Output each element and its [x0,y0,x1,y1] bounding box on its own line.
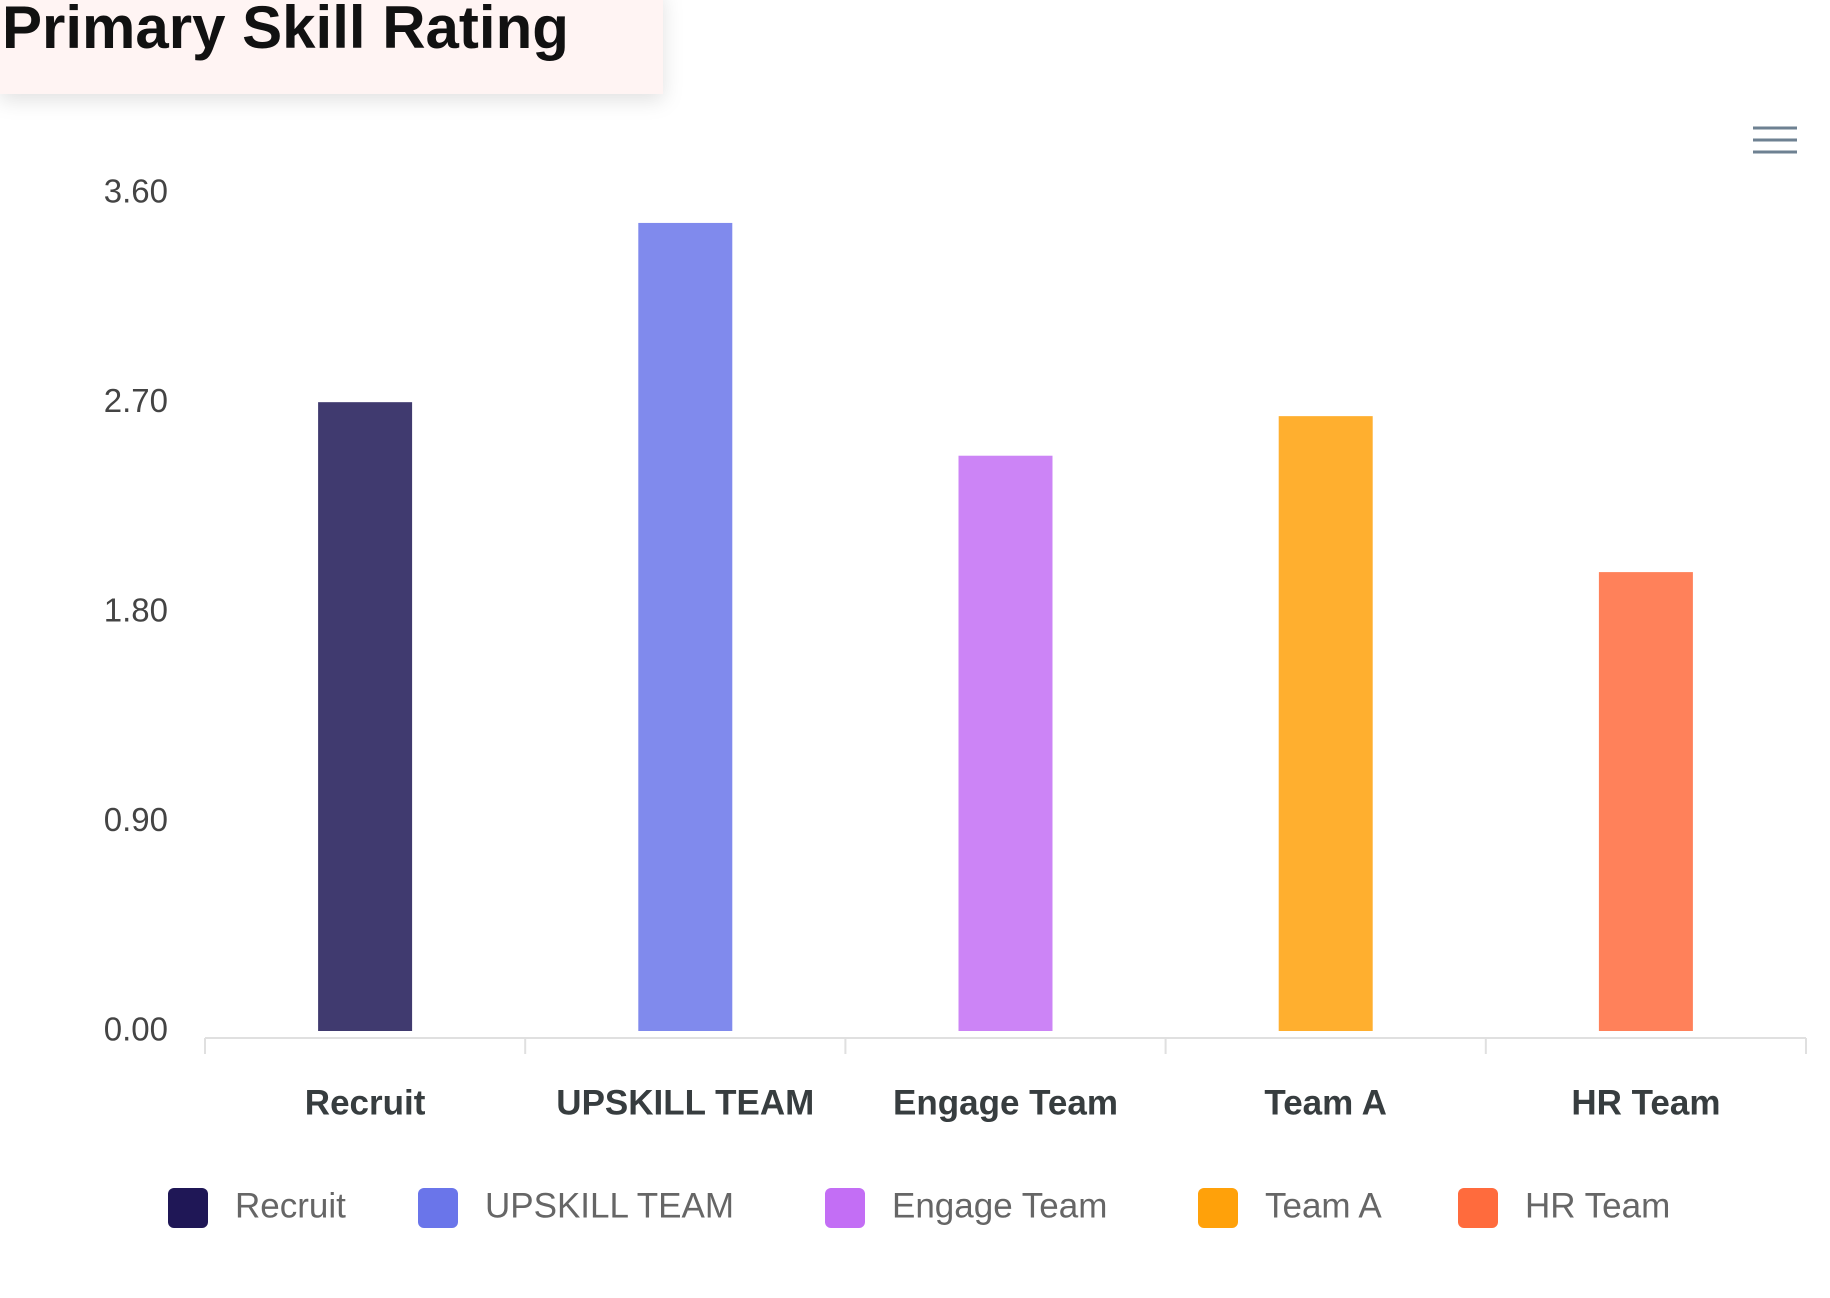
y-tick-label: 2.70 [104,382,168,419]
y-tick-label: 0.90 [104,801,168,838]
bar [636,220,735,1033]
x-tick-label: HR Team [1571,1083,1720,1122]
bar [316,400,415,1033]
bar [1276,414,1375,1033]
bar [956,453,1055,1033]
y-tick-label: 0.00 [104,1011,168,1048]
x-tick-label: Recruit [305,1083,426,1122]
legend-label: UPSKILL TEAM [485,1186,734,1225]
title-box [0,0,663,94]
legend-label: Engage Team [892,1186,1107,1225]
x-tick-label: UPSKILL TEAM [556,1083,814,1122]
x-tick-label: Engage Team [893,1083,1118,1122]
bar [1596,570,1695,1033]
chart-title: Primary Skill Rating [2,0,569,61]
menu-button[interactable] [1745,118,1805,162]
legend-marker [1198,1188,1238,1228]
legend-marker [418,1188,458,1228]
legend-label: Recruit [235,1186,346,1225]
legend-marker [1458,1188,1498,1228]
legend-label: Team A [1265,1186,1382,1225]
legend-marker [168,1188,208,1228]
y-tick-label: 3.60 [104,173,168,210]
legend-label: HR Team [1525,1186,1670,1225]
y-tick-label: 1.80 [104,592,168,629]
x-tick-label: Team A [1264,1083,1387,1122]
legend-marker [825,1188,865,1228]
